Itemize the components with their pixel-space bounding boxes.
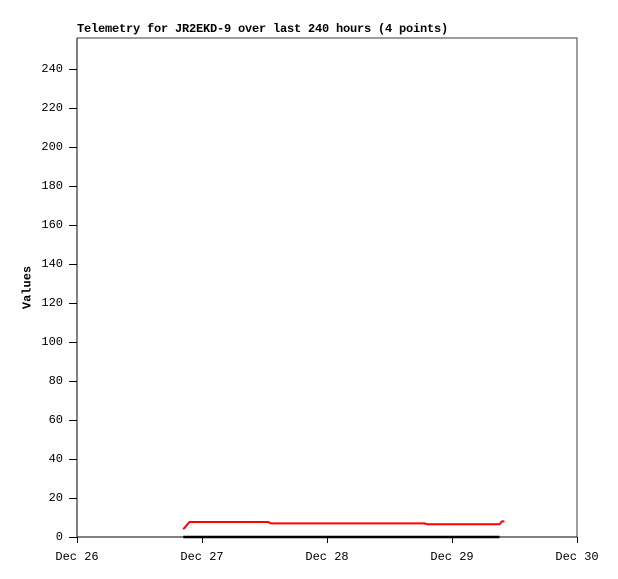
- chart-title: Telemetry for JR2EKD-9 over last 240 hou…: [77, 22, 449, 36]
- y-tick-label: 20: [48, 491, 63, 505]
- x-tick-label: Dec 27: [180, 550, 224, 564]
- y-tick-label: 180: [41, 179, 63, 193]
- y-tick-label: 40: [48, 452, 63, 466]
- y-tick-label: 220: [41, 101, 63, 115]
- y-tick-label: 240: [41, 62, 63, 76]
- y-tick-label: 60: [48, 413, 63, 427]
- y-tick-label: 100: [41, 335, 63, 349]
- x-tick-label: Dec 28: [305, 550, 349, 564]
- y-tick-label: 0: [55, 530, 63, 544]
- plot-frame-top-right: [77, 37, 578, 537]
- x-tick-label: Dec 29: [430, 550, 474, 564]
- x-tick-label: Dec 30: [555, 550, 599, 564]
- y-tick-label: 80: [48, 374, 63, 388]
- y-tick-label: 140: [41, 257, 63, 271]
- y-tick-label: 120: [41, 296, 63, 310]
- telemetry-channel-red-line: [182, 520, 505, 530]
- y-tick-label: 160: [41, 218, 63, 232]
- x-tick-label: Dec 26: [55, 550, 99, 564]
- y-tick-label: 200: [41, 140, 63, 154]
